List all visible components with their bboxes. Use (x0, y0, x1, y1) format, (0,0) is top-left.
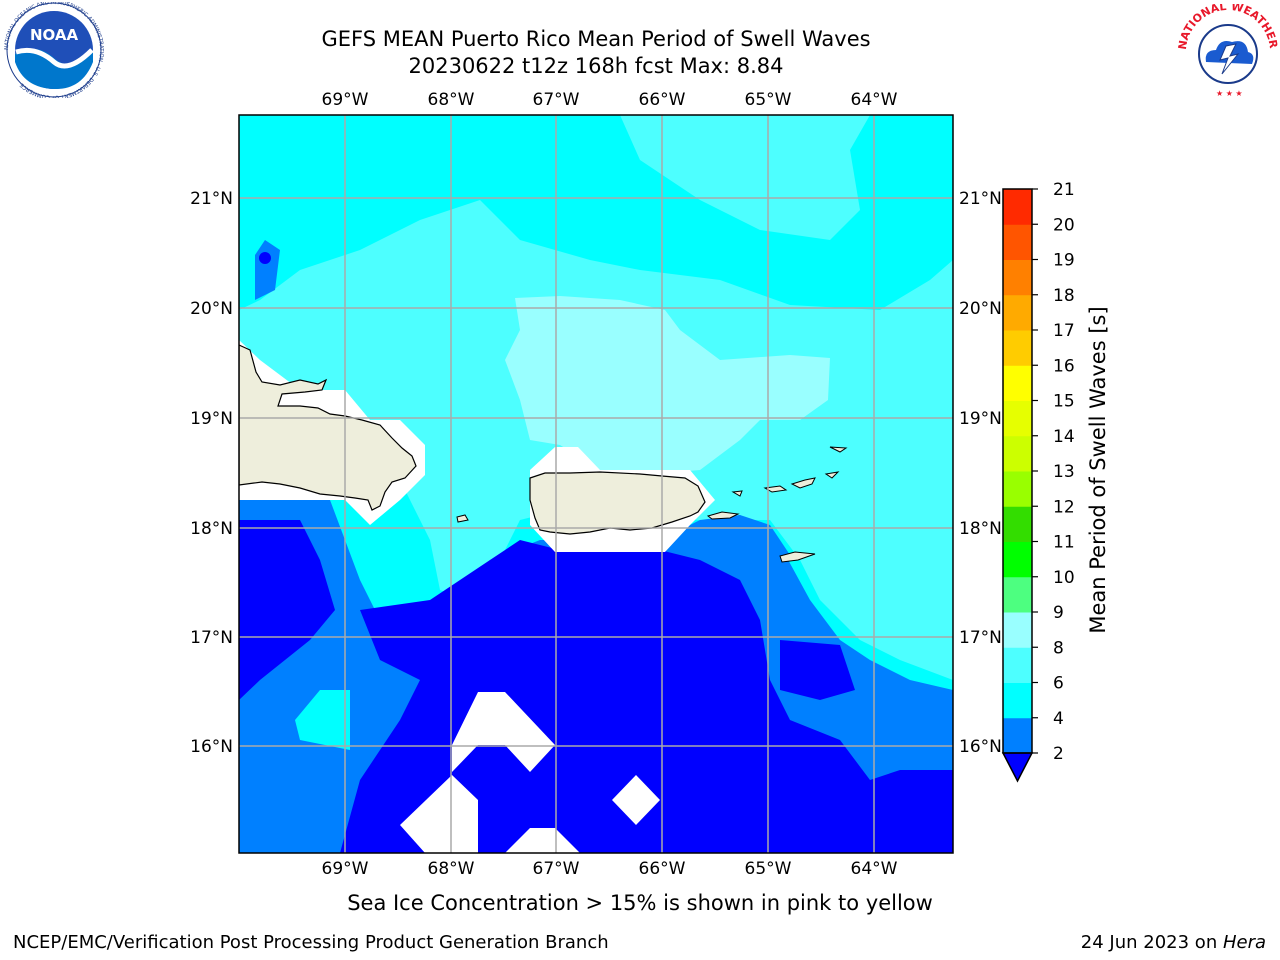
colorbar-tick-label: 2 (1053, 744, 1064, 764)
colorbar-tick-label: 16 (1053, 356, 1075, 376)
lon-label-bottom: 64°W (851, 859, 898, 879)
nodata-hole-3 (612, 775, 660, 825)
lon-label-top: 69°W (322, 90, 369, 110)
colorbar-tick-label: 21 (1053, 180, 1075, 200)
nodata-hole-4 (505, 828, 580, 853)
colorbar-segment (1003, 259, 1032, 296)
colorbar-segment (1003, 506, 1032, 542)
footer-machine: Hera (1222, 932, 1266, 953)
contour-below-2s-east (780, 640, 855, 700)
footer-date: 24 Jun 2023 on Hera (1081, 932, 1266, 953)
colorbar-tick-label: 10 (1053, 568, 1075, 588)
colorbar-tick-label: 6 (1053, 674, 1064, 694)
lat-label-left: 17°N (190, 628, 233, 648)
colorbar-segment (1003, 400, 1032, 437)
lon-label-bottom: 69°W (322, 859, 369, 879)
nodata-hole-2 (400, 775, 478, 853)
noaa-logo-text: NOAA (30, 26, 79, 44)
colorbar: 2 4 6 8 9 10 11 12 13 14 15 16 17 18 19 20 21 (1001, 180, 1075, 783)
lat-label-right: 20°N (959, 299, 1002, 319)
graticule (239, 115, 953, 853)
colorbar-tick-label: 17 (1053, 321, 1075, 341)
colorbar-tick-label: 9 (1053, 603, 1064, 623)
lon-label-bottom: 66°W (639, 859, 686, 879)
colorbar-tick-label: 4 (1053, 709, 1064, 729)
lat-label-left: 20°N (190, 299, 233, 319)
colorbar-tick-label: 11 (1053, 533, 1075, 553)
colorbar-segment (1003, 717, 1032, 754)
lon-label-top: 65°W (745, 90, 792, 110)
land-mona (456, 514, 469, 523)
lon-label-top: 68°W (428, 90, 475, 110)
lat-label-left: 21°N (190, 189, 233, 209)
colorbar-tick-label: 8 (1053, 638, 1064, 658)
lon-label-top: 64°W (851, 90, 898, 110)
map-title: GEFS MEAN Puerto Rico Mean Period of Swe… (321, 27, 871, 51)
colorbar-segment (1003, 365, 1032, 401)
colorbar-tick-label: 15 (1053, 392, 1075, 412)
nws-logo: NATIONAL WEATHER SERVICE ★ ★ ★ (1176, 4, 1280, 98)
contour-4-6s-north (239, 115, 953, 310)
nodata-hole-1 (452, 692, 555, 772)
contour-below-2s-central (340, 540, 953, 853)
map-frame (238, 114, 954, 854)
colorbar-segment (1003, 294, 1032, 331)
lon-label-top: 66°W (639, 90, 686, 110)
lon-label-top: 67°W (533, 90, 580, 110)
colorbar-segment (1003, 576, 1032, 613)
colorbar-tick-label: 18 (1053, 286, 1075, 306)
colorbar-segment (1003, 647, 1032, 683)
colorbar-label: Mean Period of Swell Waves [s] (1086, 306, 1110, 633)
land-anegada (829, 446, 848, 453)
colorbar-extend-triangle (1001, 752, 1034, 783)
sea-ice-note: Sea Ice Concentration > 15% is shown in … (347, 891, 933, 915)
colorbar-tick-label: 20 (1053, 215, 1075, 235)
lat-label-right: 18°N (959, 519, 1002, 539)
lon-label-bottom: 65°W (745, 859, 792, 879)
lat-label-left: 18°N (190, 519, 233, 539)
lat-label-right: 17°N (959, 628, 1002, 648)
lon-label-bottom: 67°W (533, 859, 580, 879)
colorbar-tick-label: 14 (1053, 427, 1075, 447)
svg-text:★ ★ ★: ★ ★ ★ (1216, 89, 1243, 98)
lat-label-right: 21°N (959, 189, 1002, 209)
colorbar-segment (1003, 224, 1032, 260)
colorbar-segment (1003, 682, 1032, 719)
colorbar-tick-label: 12 (1053, 497, 1075, 517)
contour-2-4s-bubble (295, 690, 350, 750)
lat-label-left: 19°N (190, 409, 233, 429)
map-subtitle: 20230622 t12z 168h fcst Max: 8.84 (408, 54, 784, 78)
noaa-logo: NATIONAL OCEANIC AND ATMOSPHERIC ADMINIS… (4, 2, 104, 98)
lat-label-right: 16°N (959, 737, 1002, 757)
contour-below-2s-west (239, 520, 335, 700)
colorbar-segment (1003, 330, 1032, 366)
lat-label-right: 19°N (959, 409, 1002, 429)
lon-label-bottom: 68°W (428, 859, 475, 879)
colorbar-segment (1003, 612, 1032, 648)
swell-period-field (239, 115, 953, 853)
colorbar-segment (1003, 541, 1032, 578)
colorbar-tick-label: 19 (1053, 251, 1075, 271)
land-st-thomas (763, 485, 788, 493)
colorbar-tick-label: 13 (1053, 462, 1075, 482)
lat-label-left: 16°N (190, 737, 233, 757)
colorbar-segment (1003, 189, 1032, 225)
contour-8-9s (505, 296, 830, 475)
land-vieques (706, 511, 740, 520)
land-hispaniola (239, 344, 417, 511)
land-bvi (790, 477, 816, 489)
land-st-croix (779, 551, 816, 563)
colorbar-segment (1003, 471, 1032, 507)
colorbar-segment (1003, 435, 1032, 472)
footer-credit: NCEP/EMC/Verification Post Processing Pr… (13, 932, 609, 953)
footer-date-text: 24 Jun 2023 on (1080, 932, 1223, 953)
